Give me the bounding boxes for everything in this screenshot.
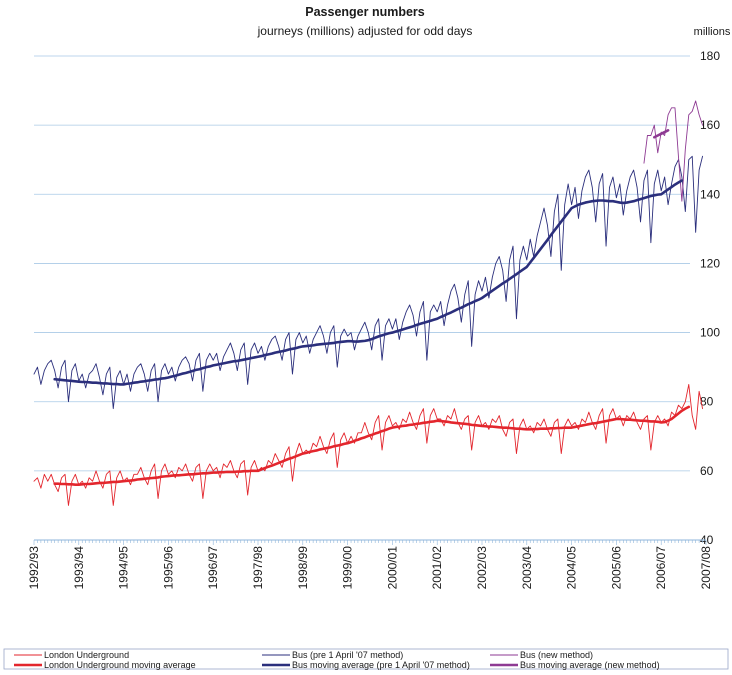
series-line — [53, 179, 684, 386]
y-tick-label: 140 — [700, 187, 720, 201]
y-tick-label: 120 — [700, 256, 720, 270]
x-tick-label: 2001/02 — [430, 546, 444, 590]
legend-label: Bus (pre 1 April '07 method) — [292, 650, 403, 660]
x-tick-label: 1992/93 — [27, 546, 41, 590]
x-tick-label: 2003/04 — [520, 546, 534, 590]
y-tick-label: 60 — [700, 464, 714, 478]
chart-title: Passenger numbers — [305, 5, 425, 19]
legend-label: London Underground moving average — [44, 660, 196, 670]
x-tick-label: 2000/01 — [385, 546, 399, 590]
series-line — [643, 100, 703, 202]
chart-subtitle: journeys (millions) adjusted for odd day… — [257, 24, 473, 38]
x-tick-label: 2002/03 — [475, 546, 489, 590]
legend-label: London Underground — [44, 650, 129, 660]
series-line — [53, 405, 691, 486]
x-tick-label: 1999/00 — [341, 546, 355, 590]
x-tick-label: 2005/06 — [609, 546, 623, 590]
x-tick-label: 1998/99 — [296, 546, 310, 590]
legend-label: Bus moving average (pre 1 April '07 meth… — [292, 660, 470, 670]
x-tick-label: 2006/07 — [654, 546, 668, 590]
x-tick-label: 1993/94 — [72, 546, 86, 590]
x-tick-label: 1995/96 — [161, 546, 175, 590]
x-tick-label: 2007/08 — [699, 546, 713, 590]
x-tick-label: 1997/98 — [251, 546, 265, 590]
y-tick-label: 80 — [700, 395, 714, 409]
y-tick-label: 180 — [700, 49, 720, 63]
y-tick-label: 40 — [700, 533, 714, 547]
legend-label: Bus (new method) — [520, 650, 593, 660]
y-tick-label: 160 — [700, 118, 720, 132]
x-tick-label: 2004/05 — [565, 546, 579, 590]
legend-box — [3, 648, 729, 670]
x-tick-label: 1996/97 — [206, 546, 220, 590]
y-axis-label: millions — [694, 26, 731, 38]
legend-label: Bus moving average (new method) — [520, 660, 660, 670]
y-tick-label: 100 — [700, 326, 720, 340]
series-line — [653, 129, 670, 139]
x-tick-label: 1994/95 — [117, 546, 131, 590]
series-line — [33, 383, 703, 506]
